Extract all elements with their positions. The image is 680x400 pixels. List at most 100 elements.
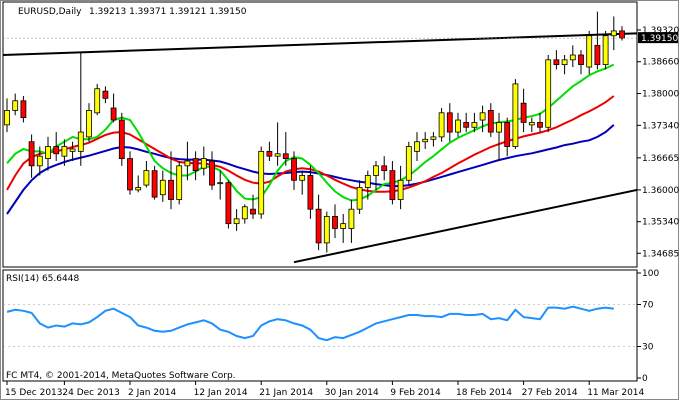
- bull-candle-body: [61, 146, 68, 157]
- candle: [537, 112, 543, 133]
- bear-candle-body: [151, 170, 158, 198]
- price-tick-label: 1.37340: [642, 121, 679, 131]
- candle: [209, 151, 215, 190]
- price-tick-label: 1.35340: [642, 218, 679, 228]
- bear-candle-body: [537, 122, 543, 128]
- bull-candle-body: [405, 146, 412, 181]
- candle: [463, 112, 470, 133]
- candle: [504, 117, 511, 157]
- bear-candle-body: [504, 122, 511, 147]
- date-tick-label: 11 Mar 2014: [587, 388, 644, 398]
- candle: [356, 180, 363, 214]
- candle: [53, 132, 60, 161]
- candle: [151, 165, 158, 200]
- bull-candle-body: [561, 59, 568, 66]
- candle: [250, 194, 256, 219]
- candle: [422, 132, 429, 149]
- upper-trendline: [2, 32, 638, 56]
- candle: [455, 112, 461, 137]
- candle: [217, 170, 224, 200]
- candle: [364, 170, 371, 200]
- bull-candle-body: [586, 35, 593, 68]
- bull-candle-body: [135, 187, 142, 191]
- bear-candle-body: [381, 165, 388, 172]
- candle: [94, 83, 101, 116]
- candle: [233, 209, 240, 231]
- candle: [36, 146, 43, 176]
- bull-candle-body: [340, 223, 347, 229]
- price-tick-label: 1.38660: [642, 58, 679, 68]
- candle: [487, 103, 494, 137]
- rsi-pane: [2, 269, 638, 382]
- bull-candle-body: [45, 146, 51, 159]
- candle: [61, 139, 68, 166]
- candle: [200, 146, 207, 176]
- candle: [332, 204, 338, 239]
- candle: [315, 194, 322, 251]
- price-tick-label: 1.34685: [642, 249, 679, 259]
- bull-candle-body: [438, 112, 445, 138]
- candle: [12, 93, 19, 116]
- bear-candle-body: [578, 54, 584, 66]
- bull-candle-body: [373, 165, 379, 176]
- candle: [389, 161, 396, 205]
- price-tick-label: 1.36665: [642, 154, 679, 164]
- candle: [405, 141, 412, 186]
- bull-candle-body: [184, 160, 191, 167]
- bear-candle-body: [20, 100, 27, 119]
- bull-candle-body: [455, 119, 461, 133]
- bear-candle-body: [389, 170, 396, 200]
- current-price-label: 1.39150: [641, 34, 678, 44]
- candle: [496, 112, 502, 161]
- candle: [323, 211, 330, 253]
- candle: [397, 165, 404, 210]
- bear-candle-body: [594, 44, 601, 66]
- date-tick-label: 15 Dec 2013: [5, 388, 63, 398]
- trendline-layer: [2, 32, 638, 264]
- bull-candle-body: [430, 136, 437, 140]
- candle: [619, 26, 625, 41]
- date-tick-label: 18 Feb 2014: [456, 388, 512, 398]
- candle: [282, 132, 289, 166]
- bear-candle-body: [315, 208, 322, 244]
- bull-candle-body: [94, 88, 101, 114]
- candle: [159, 170, 166, 202]
- bull-candle-body: [200, 158, 207, 169]
- bull-candle-body: [512, 83, 519, 147]
- bull-candle-body: [36, 155, 43, 167]
- candle: [28, 134, 35, 178]
- bear-candle-body: [266, 150, 273, 157]
- candle: [512, 79, 519, 149]
- current-price-box: [638, 32, 678, 44]
- bull-candle-body: [397, 179, 404, 200]
- date-tick-label: 21 Jan 2014: [259, 388, 313, 398]
- bull-candle-body: [610, 30, 617, 37]
- bull-candle-body: [143, 170, 150, 186]
- candle: [102, 86, 109, 104]
- rsi-tick-label: 0: [642, 374, 648, 384]
- axis-layer: 1.39320 1.38660 1.38000 1.37340 1.36665 1.360…: [3, 26, 679, 398]
- candle: [561, 55, 568, 75]
- bull-candle-body: [479, 112, 486, 121]
- date-tick-label: 27 Feb 2014: [522, 388, 578, 398]
- candle: [184, 141, 191, 181]
- bear-candle-body: [332, 216, 338, 229]
- candle: [192, 151, 199, 181]
- bull-candle-body: [299, 175, 306, 181]
- bull-candle-body: [356, 187, 363, 210]
- candle: [127, 151, 133, 195]
- price-tick-label: 1.38000: [642, 90, 679, 100]
- bull-candle-body: [86, 110, 92, 138]
- bear-candle-body: [250, 208, 256, 215]
- candle: [373, 161, 379, 190]
- bear-candle-body: [463, 122, 470, 128]
- candle: [479, 105, 486, 133]
- candle: [602, 30, 609, 70]
- bear-candle-body: [209, 160, 215, 186]
- candle: [520, 88, 527, 133]
- bear-candle-body: [520, 102, 527, 123]
- bear-candle-body: [225, 182, 232, 225]
- bull-candle-body: [569, 54, 576, 61]
